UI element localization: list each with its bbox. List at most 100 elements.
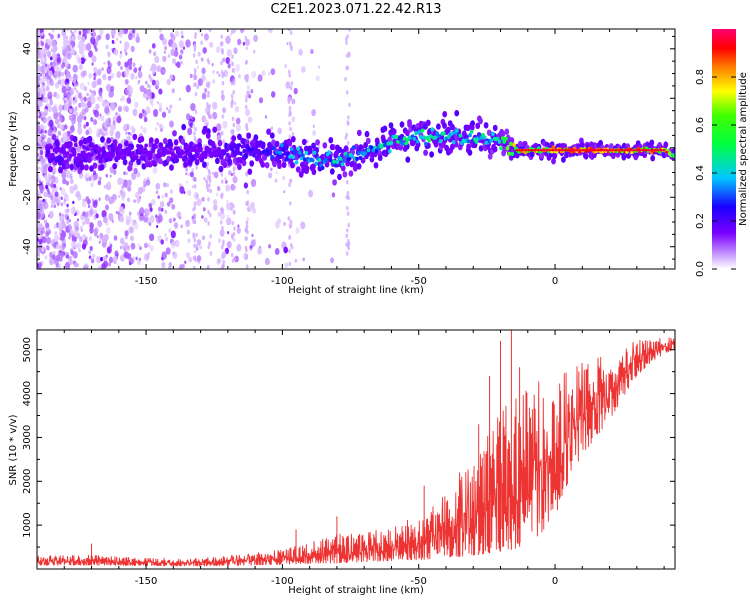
noise-blob [176, 61, 181, 68]
colorbar-gradient [712, 29, 736, 269]
noise-blob [205, 179, 208, 184]
noise-blob [95, 213, 99, 219]
ridge-peak [527, 149, 531, 152]
ridge-core [512, 142, 516, 148]
noise-blob [44, 157, 48, 162]
noise-blob [120, 206, 124, 212]
ridge-halo [87, 156, 92, 163]
noise-blob [253, 34, 258, 43]
noise-blob [64, 224, 67, 228]
noise-blob [76, 115, 83, 124]
noise-blob [124, 69, 130, 78]
noise-blob [187, 189, 192, 196]
noise-blob [135, 36, 140, 44]
noise-streak [231, 235, 234, 240]
noise-blob [170, 242, 176, 249]
noise-streak [208, 29, 212, 33]
noise-blob [264, 257, 270, 266]
ridge-peak [551, 149, 555, 152]
ridge-core [414, 131, 418, 136]
noise-blob [156, 122, 159, 126]
noise-blob [59, 124, 64, 131]
noise-blob [61, 138, 64, 142]
colorbar-tick-label: 0.6 [695, 117, 706, 133]
noise-blob [99, 113, 102, 117]
noise-blob [43, 201, 49, 210]
ridge-core [301, 153, 305, 158]
ridge-halo [218, 153, 224, 160]
noise-blob [283, 221, 286, 227]
noise-streak [194, 82, 197, 87]
ridge-core [181, 150, 186, 155]
noise-blob [216, 71, 219, 75]
noise-blob [57, 79, 62, 85]
ridge-peak [515, 149, 519, 152]
noise-streak [287, 69, 291, 75]
noise-blob [45, 231, 50, 237]
noise-blob [123, 48, 127, 53]
ridge-halo [281, 161, 287, 168]
noise-blob [293, 87, 298, 95]
noise-blob [78, 46, 85, 55]
noise-streak [221, 114, 225, 119]
noise-blob [46, 237, 51, 245]
noise-streak [231, 258, 235, 263]
noise-blob [50, 214, 53, 219]
ridge-peak [578, 149, 582, 152]
noise-blob [100, 115, 105, 122]
noise-blob [77, 44, 81, 49]
noise-streak [230, 252, 234, 258]
noise-blob [191, 185, 194, 189]
ridge-core [291, 155, 296, 160]
ridge-core [82, 145, 86, 150]
noise-blob [69, 105, 73, 109]
noise-blob [301, 66, 306, 73]
noise-blob [142, 127, 147, 134]
noise-blob [135, 191, 140, 199]
noise-blob [143, 116, 148, 123]
noise-blob [86, 29, 91, 35]
ridge-core [283, 151, 287, 156]
ridge-halo [405, 129, 410, 137]
ridge-halo [194, 159, 200, 166]
ridge-halo [264, 162, 270, 169]
noise-blob [77, 263, 80, 267]
noise-blob [143, 209, 147, 214]
noise-blob [121, 95, 126, 101]
noise-blob [60, 196, 63, 201]
noise-streak [207, 174, 210, 180]
ridge-halo [222, 161, 228, 169]
noise-blob [245, 38, 250, 47]
ridge-peak [665, 150, 669, 154]
noise-blob [127, 185, 132, 192]
noise-blob [131, 172, 137, 181]
ridge-halo [500, 130, 506, 138]
noise-blob [37, 222, 40, 227]
noise-blob [127, 197, 130, 203]
noise-blob [101, 263, 106, 269]
noise-blob [125, 171, 128, 176]
noise-blob [312, 124, 315, 128]
noise-blob [242, 41, 246, 46]
ridge-core [47, 154, 52, 159]
ridge-halo [205, 132, 211, 139]
noise-blob [102, 102, 106, 108]
noise-blob [202, 47, 207, 54]
noise-blob [106, 197, 109, 201]
noise-streak [346, 140, 350, 146]
ridge-core [49, 145, 53, 150]
noise-blob [125, 131, 128, 136]
noise-blob [216, 134, 222, 142]
noise-blob [203, 33, 209, 41]
noise-streak [245, 248, 248, 253]
noise-blob [277, 127, 282, 135]
noise-blob [38, 180, 42, 184]
x-tick-label: -150 [135, 276, 158, 287]
noise-blob [74, 84, 77, 88]
noise-blob [148, 84, 152, 89]
noise-blob [54, 118, 60, 125]
ridge-halo [215, 157, 220, 164]
snr-y-axis: 1000 2000 3000 4000 5000 [22, 337, 675, 548]
noise-blob [139, 85, 145, 93]
noise-blob [302, 257, 306, 262]
